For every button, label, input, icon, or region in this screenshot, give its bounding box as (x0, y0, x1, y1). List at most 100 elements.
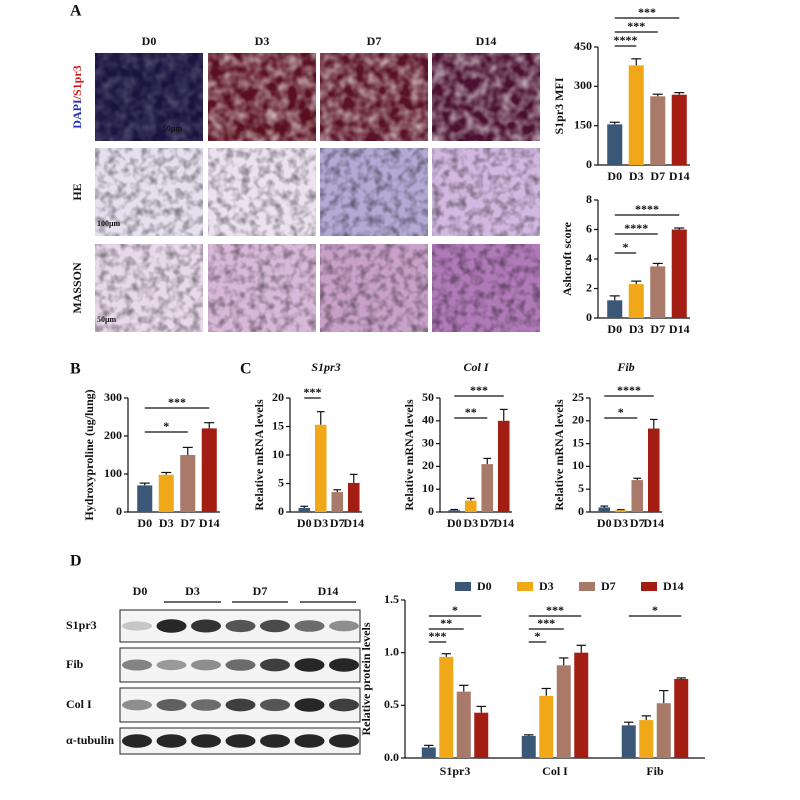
y-tick-label: 0.5 (384, 697, 399, 711)
micrograph-texture (320, 148, 428, 236)
significance-label: *** (304, 385, 322, 399)
blot-band (156, 734, 187, 748)
blot-band (191, 734, 221, 748)
micrograph-texture (208, 148, 316, 236)
micrograph-texture (208, 53, 316, 141)
blot-row-label: Col I (66, 697, 92, 711)
bar (298, 508, 311, 512)
y-tick-label: 0 (116, 504, 122, 518)
bar (631, 480, 644, 512)
blot-band (329, 734, 359, 748)
bar (628, 65, 644, 165)
blot-row-label: α-tubulin (66, 733, 114, 747)
blot-band (294, 658, 325, 672)
bar (347, 482, 360, 512)
bar (464, 500, 477, 512)
y-tick-label: 10 (572, 458, 584, 472)
blot-band (260, 698, 290, 712)
x-tick-label: D3 (629, 322, 644, 336)
x-tick-label: D14 (199, 516, 220, 530)
bar (607, 124, 623, 165)
blot-band (122, 699, 152, 711)
y-tick-label: 1.5 (384, 592, 399, 606)
legend-label: D14 (663, 579, 684, 593)
significance-label: * (452, 603, 458, 617)
panel-label: A (70, 3, 82, 20)
x-tick-label: D7 (650, 322, 665, 336)
y-axis-label: Relative mRNA levels (552, 399, 566, 511)
row-label: DAPI/S1pr3 (70, 65, 84, 128)
y-tick-label: 2 (586, 280, 592, 294)
legend-label: D3 (539, 579, 554, 593)
bar (158, 474, 174, 512)
row-label: MASSON (70, 262, 84, 314)
bar (481, 464, 494, 512)
legend-label: D7 (601, 579, 616, 593)
significance-label: *** (546, 603, 564, 617)
x-tick-label: D0 (607, 169, 622, 183)
bar (331, 492, 344, 512)
blot-band (294, 734, 325, 748)
blot-band (260, 734, 290, 748)
lane-label: D3 (185, 584, 200, 598)
x-tick-label: D3 (629, 169, 644, 183)
y-axis-label: Ashcroft score (560, 221, 574, 296)
x-tick-label: D14 (669, 169, 690, 183)
y-tick-label: 0 (586, 310, 592, 324)
scale-label: 50μm (97, 315, 117, 324)
x-tick-label: S1pr3 (440, 764, 471, 778)
legend-swatch (641, 582, 657, 591)
bar (497, 420, 510, 512)
significance-label: **** (614, 33, 638, 47)
blot-band (225, 698, 256, 712)
x-tick-label: D0 (447, 516, 462, 530)
row-label-part: /S1pr3 (70, 65, 84, 100)
bar (650, 266, 666, 318)
x-tick-label: D14 (643, 516, 664, 530)
bar (674, 679, 689, 758)
bar (456, 691, 471, 758)
y-tick-label: 100 (104, 466, 122, 480)
blot-row-label: Fib (66, 657, 84, 671)
micrograph-texture (95, 148, 203, 236)
bar (671, 94, 687, 165)
column-label: D14 (476, 34, 497, 48)
bar (598, 507, 611, 512)
panel-label: D (70, 553, 82, 570)
row-label: HE (70, 183, 84, 200)
blot-band (122, 659, 152, 671)
bar (521, 735, 536, 758)
y-tick-label: 15 (572, 435, 584, 449)
significance-label: * (163, 419, 169, 433)
blot-band (191, 659, 221, 671)
x-tick-label: D14 (493, 516, 514, 530)
significance-label: * (618, 405, 624, 419)
y-tick-label: 200 (104, 428, 122, 442)
significance-label: *** (537, 616, 555, 630)
y-tick-label: 10 (422, 481, 434, 495)
chart-title: Col I (463, 360, 489, 374)
bar (474, 712, 489, 758)
chart-title: Fib (616, 360, 634, 374)
y-tick-label: 25 (572, 390, 584, 404)
bar (656, 703, 671, 758)
bar (639, 720, 654, 758)
blot-row-label: S1pr3 (66, 618, 97, 632)
y-tick-label: 20 (422, 458, 434, 472)
bar (574, 652, 589, 758)
blot-band (225, 734, 256, 748)
significance-label: * (535, 629, 541, 643)
bar (647, 428, 660, 512)
micrograph-texture (432, 53, 540, 141)
blot-band (329, 620, 359, 632)
x-tick-label: D7 (630, 516, 645, 530)
blot-band (156, 619, 187, 633)
bar (201, 428, 217, 512)
column-label: D7 (367, 34, 382, 48)
micrograph-texture (208, 244, 316, 332)
bar (448, 510, 461, 512)
y-tick-label: 450 (574, 39, 592, 53)
x-tick-label: D7 (480, 516, 495, 530)
bar (614, 510, 627, 512)
y-axis-label: Relative mRNA levels (402, 399, 416, 511)
